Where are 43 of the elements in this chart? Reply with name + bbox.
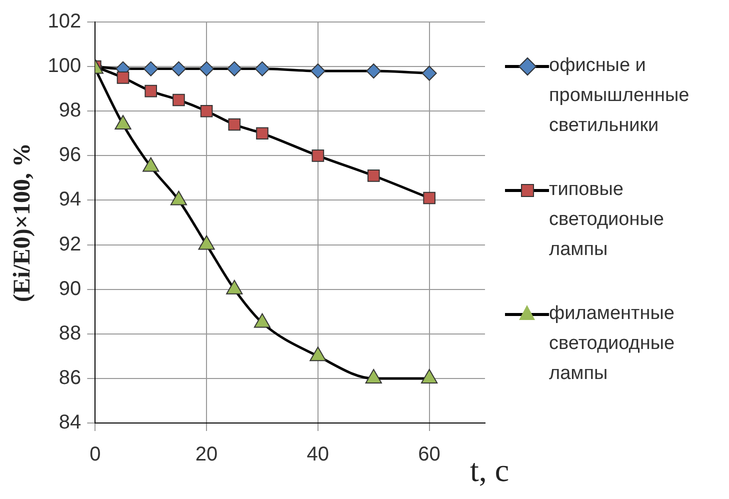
legend-label: типовые светодионые лампы xyxy=(549,178,665,262)
point xyxy=(200,104,213,118)
point xyxy=(144,84,158,98)
point xyxy=(254,313,271,328)
point xyxy=(116,72,130,84)
point xyxy=(310,64,326,79)
point xyxy=(226,280,243,294)
point xyxy=(422,66,437,81)
y-tick-label: 96 xyxy=(58,144,82,166)
point xyxy=(171,61,186,76)
y-tick-label: 94 xyxy=(58,188,82,211)
y-tick-label: 84 xyxy=(58,412,82,434)
point xyxy=(199,61,214,76)
y-tick-label: 92 xyxy=(58,233,82,256)
point xyxy=(256,127,268,140)
point xyxy=(312,150,324,162)
y-tick-label: 100 xyxy=(48,55,82,78)
point xyxy=(228,118,241,131)
point xyxy=(143,61,158,76)
x-tick-label: 0 xyxy=(90,444,101,466)
legend-label: офисные и промышленные светильники xyxy=(549,54,690,138)
point xyxy=(198,235,215,250)
y-tick-label: 86 xyxy=(58,366,82,389)
point xyxy=(421,368,438,384)
point xyxy=(365,368,382,384)
point xyxy=(423,192,436,204)
point xyxy=(366,64,382,79)
y-tick-label: 88 xyxy=(58,322,82,344)
y-tick-label: 98 xyxy=(58,100,82,122)
x-axis-title: t, c xyxy=(470,452,510,489)
point xyxy=(170,190,187,206)
x-tick-label: 20 xyxy=(195,444,218,466)
point xyxy=(172,94,185,106)
point xyxy=(367,170,380,182)
x-tick-label: 60 xyxy=(418,444,440,466)
legend-label: филаментные светодиодные лампы xyxy=(549,302,676,386)
x-tick-label: 40 xyxy=(306,444,330,466)
y-tick-label: 102 xyxy=(48,10,82,33)
y-axis-title: (Ei/E0)×100, % xyxy=(10,142,36,302)
point xyxy=(226,61,242,76)
point xyxy=(310,346,326,362)
point xyxy=(254,61,270,76)
y-tick-label: 90 xyxy=(58,278,82,300)
